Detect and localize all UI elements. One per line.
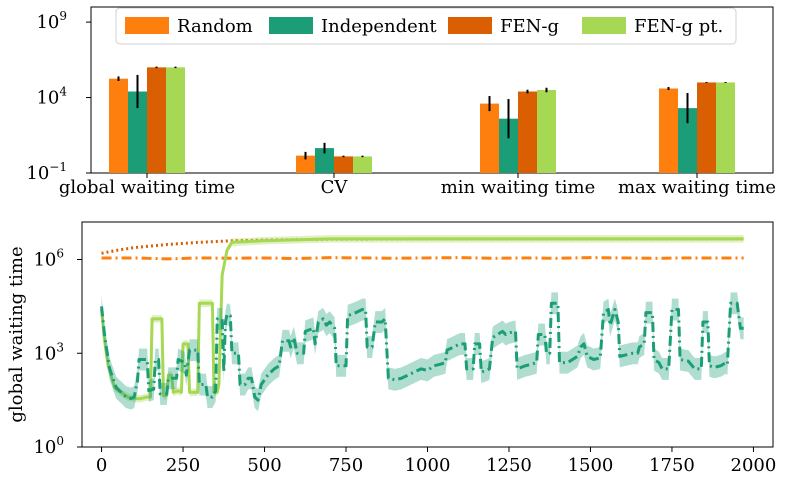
y-tick-label-exponent: 9 <box>59 9 67 23</box>
line-chart: 0 250 500 750 1000 1250 1500 1750 2000100103106g… <box>6 221 777 476</box>
x-tick-label: global waiting time <box>59 177 235 198</box>
legend-swatch <box>448 17 492 34</box>
bar <box>109 78 128 173</box>
plot-area <box>100 235 744 412</box>
y-tick-label: 106 <box>33 247 64 271</box>
legend-swatch <box>269 17 313 34</box>
y-tick-label-base: 10 <box>36 12 59 33</box>
y-tick-label-exponent: 3 <box>56 340 64 354</box>
legend-label: Random <box>177 16 253 37</box>
bar <box>296 155 315 173</box>
legend-label: FEN-g <box>500 16 559 37</box>
top-plot-frame <box>90 6 774 174</box>
x-tick-label: min waiting time <box>441 177 596 198</box>
y-axis-label: global waiting time <box>6 246 27 422</box>
bar <box>659 88 678 173</box>
y-tick-label-exponent: 6 <box>56 247 64 261</box>
legend-label: Independent <box>321 16 437 37</box>
y-tick-label: 103 <box>33 340 64 364</box>
y-tick-label-base: 10 <box>26 163 49 184</box>
bar <box>499 118 518 173</box>
x-tick-label: 1750 <box>649 455 695 476</box>
bar <box>147 67 166 173</box>
x-tick-label: 1250 <box>486 455 532 476</box>
legend-swatch <box>582 17 626 34</box>
y-tick-label: 109 <box>36 9 67 33</box>
legend-label: FEN-g pt. <box>634 16 723 37</box>
bar <box>537 90 556 173</box>
x-tick-label: 250 <box>166 455 200 476</box>
bar <box>353 156 372 173</box>
x-tick-label: 750 <box>329 455 363 476</box>
y-tick-label-exponent: 4 <box>59 85 67 99</box>
x-tick-label: 1500 <box>568 455 614 476</box>
x-tick-label: max waiting time <box>618 177 776 198</box>
bar <box>128 91 147 173</box>
bar <box>716 82 735 173</box>
bar <box>697 82 716 173</box>
bottom-plot-frame <box>81 221 774 448</box>
bar <box>334 156 353 173</box>
y-tick-label-base: 10 <box>33 437 56 458</box>
x-tick-label: 2000 <box>731 455 777 476</box>
x-tick-label: 500 <box>247 455 281 476</box>
y-tick-label-base: 10 <box>36 88 59 109</box>
bar <box>166 67 185 173</box>
y-tick-label: 104 <box>36 85 67 109</box>
y-tick-label-exponent: 0 <box>56 434 64 448</box>
x-tick-label: 0 <box>96 455 107 476</box>
x-tick-label: 1000 <box>405 455 451 476</box>
legend-swatch <box>125 17 169 34</box>
bar <box>678 108 697 173</box>
y-tick-label: 10−1 <box>26 160 67 184</box>
bar <box>315 148 334 173</box>
y-tick-label-exponent: −1 <box>49 160 67 174</box>
series-line <box>101 256 744 261</box>
bar <box>480 103 499 173</box>
x-tick-label: CV <box>321 177 349 198</box>
bar <box>518 91 537 173</box>
y-tick-label-base: 10 <box>33 250 56 271</box>
legend: Random Independent FEN-g FEN-g pt. <box>115 7 737 45</box>
y-tick-label: 100 <box>33 434 64 458</box>
y-tick-label-base: 10 <box>33 343 56 364</box>
series-line <box>100 301 744 402</box>
